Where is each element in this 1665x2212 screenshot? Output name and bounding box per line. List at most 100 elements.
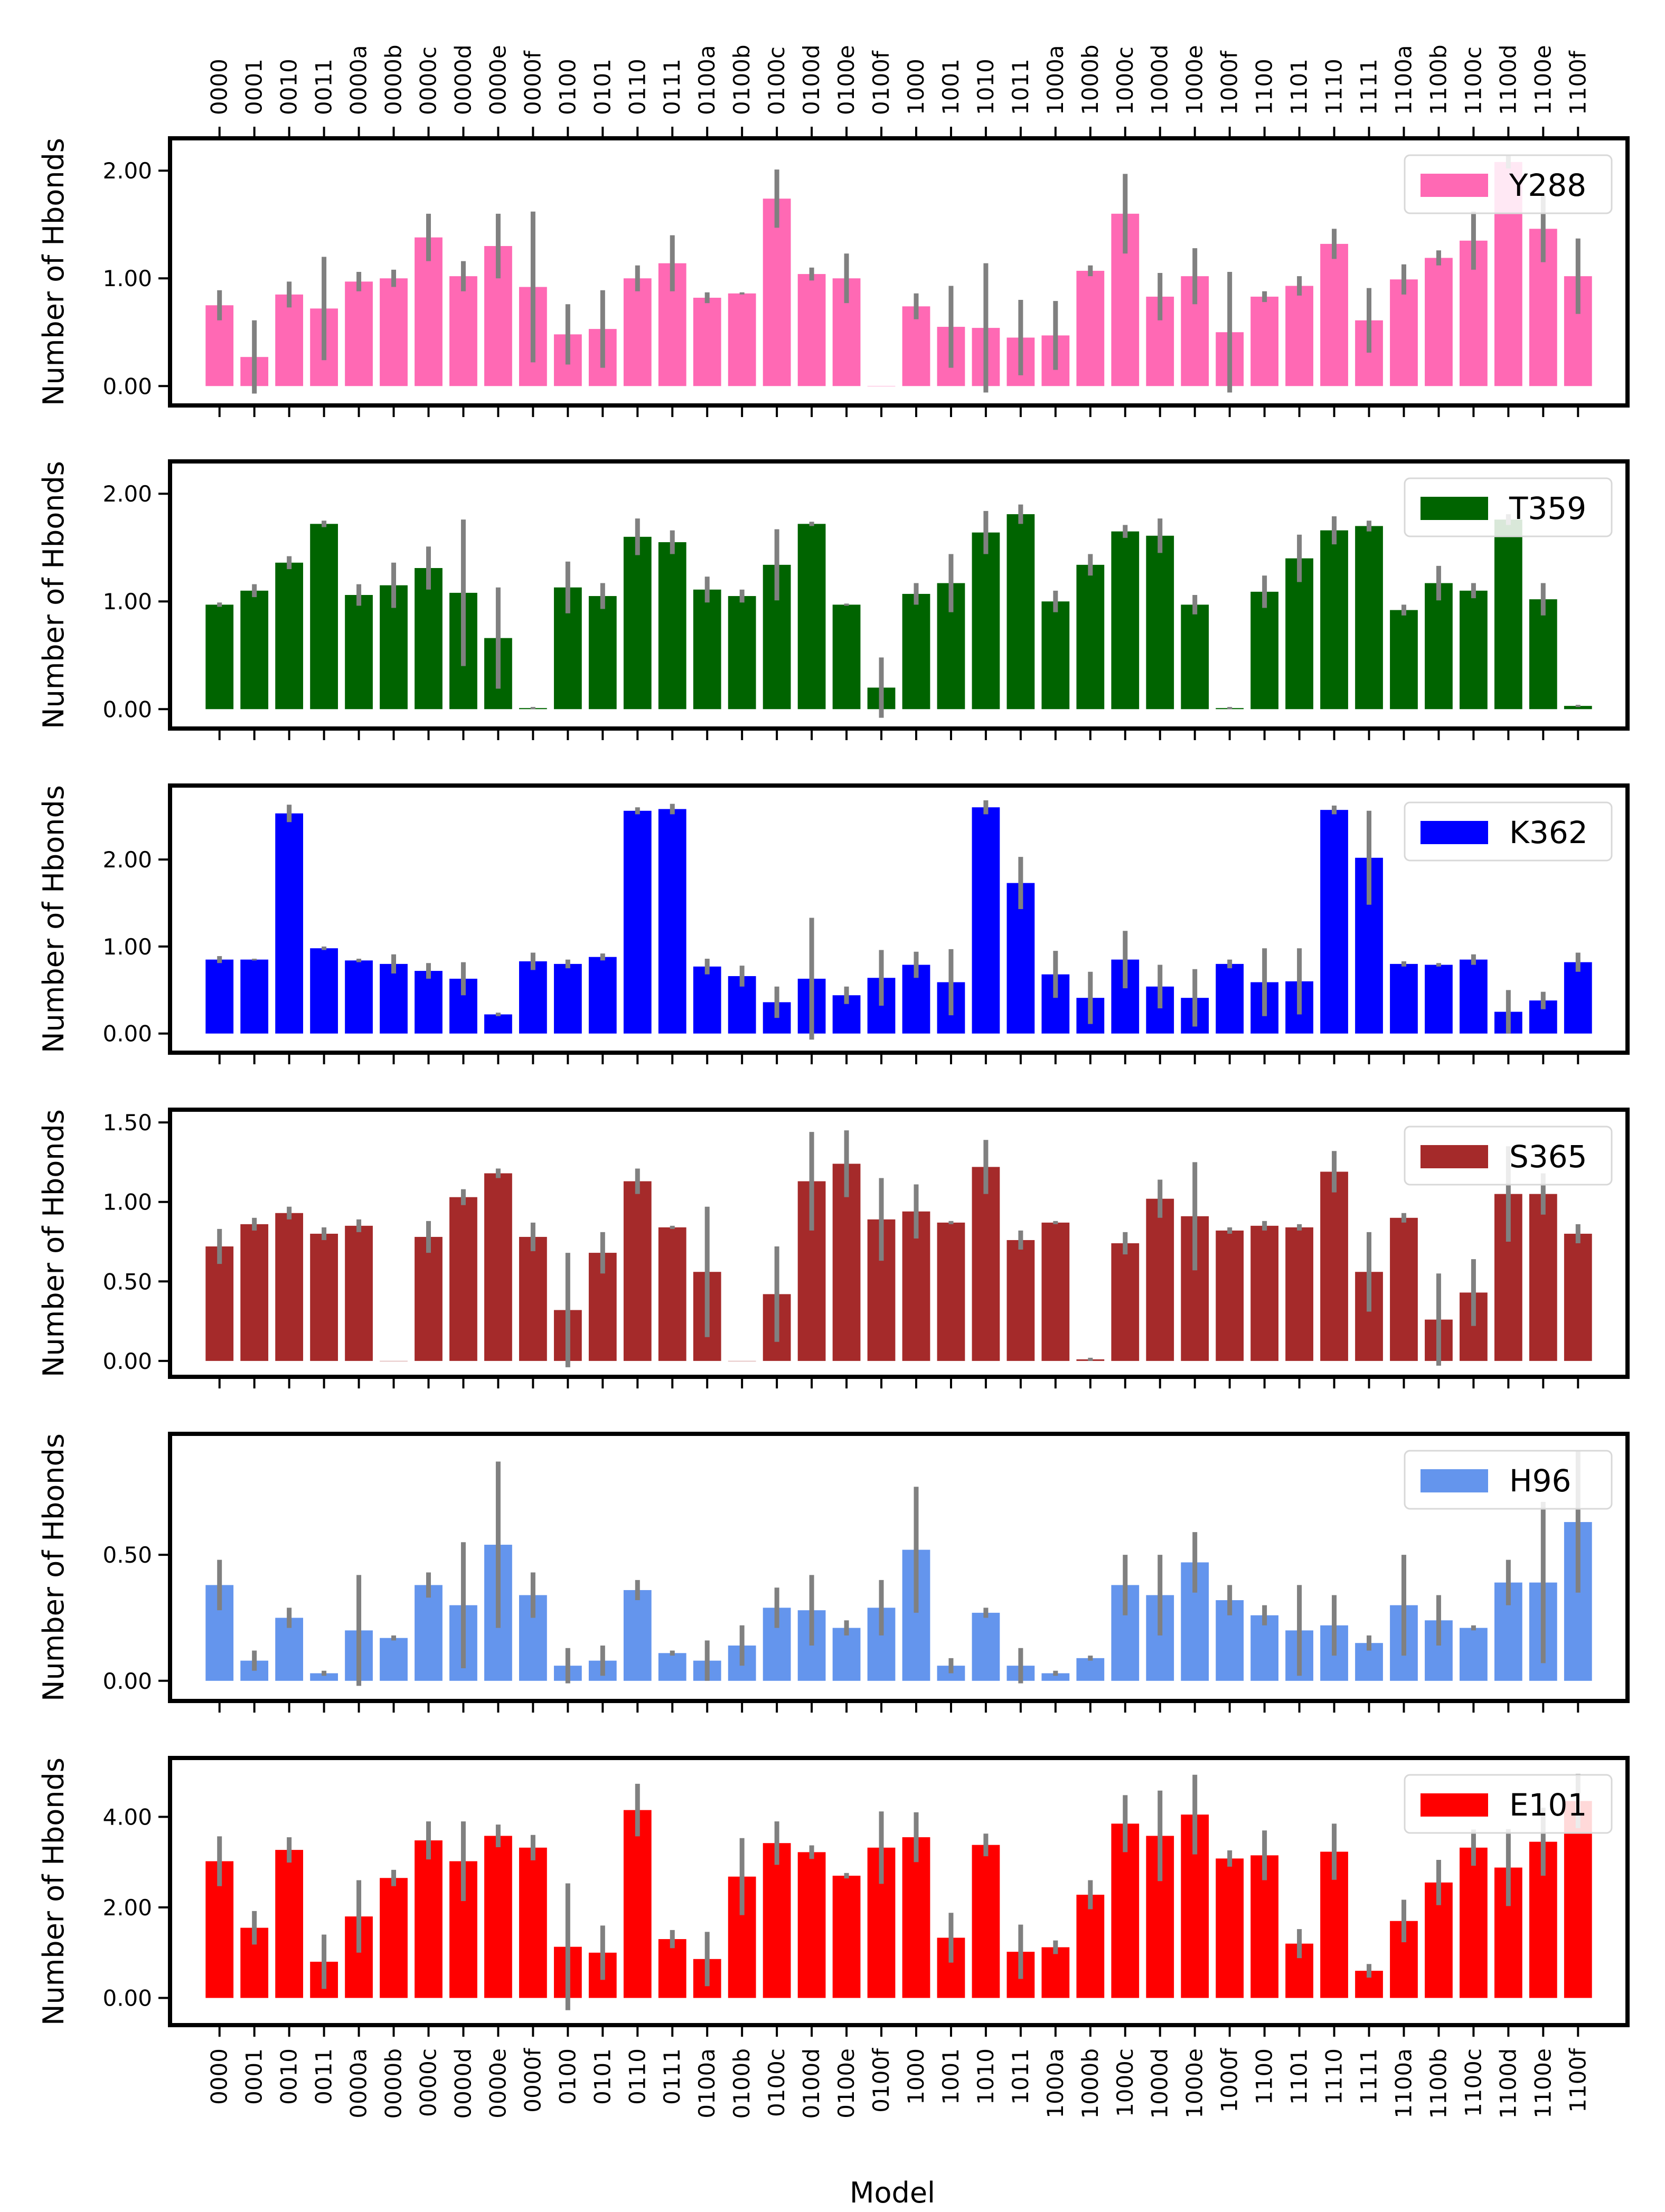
bar-1000c [1111, 1243, 1140, 1361]
category-label-top: 0000a [346, 45, 372, 115]
bar-0100e [832, 1628, 861, 1681]
category-label-bottom: 0100d [798, 2048, 824, 2119]
category-label-top: 1000a [1042, 45, 1068, 115]
legend-box [1404, 801, 1613, 862]
bar-1011 [1006, 1240, 1035, 1361]
legend-box [1404, 1450, 1613, 1510]
bar-1000d [1146, 535, 1174, 710]
bar-0000 [205, 604, 234, 710]
bar-0100b [728, 293, 756, 386]
bar-0000e [484, 1014, 512, 1034]
axes-frame [168, 783, 1630, 1055]
y-axis-label: Number of Hbonds [37, 1757, 70, 2026]
y-tick-label: 2.00 [102, 481, 152, 507]
y-tick-label: 4.00 [102, 1804, 152, 1830]
category-label-top: 0010 [276, 59, 302, 115]
bar-0010 [275, 294, 304, 386]
bar-0000 [205, 1246, 234, 1361]
category-label-top: 1100e [1530, 45, 1556, 115]
bar-1000 [902, 306, 930, 386]
axes-frame [168, 1756, 1630, 2027]
bar-0011 [310, 1233, 338, 1361]
bar-0100b [728, 596, 756, 710]
bar-0000a [345, 960, 373, 1034]
y-axis-label: Number of Hbonds [37, 785, 70, 1053]
category-label-top: 0011 [311, 59, 337, 115]
bar-0111 [658, 542, 686, 710]
bar-0000c [415, 237, 443, 386]
category-label-bottom: 1100e [1530, 2048, 1556, 2119]
category-label-top: 0100b [729, 44, 755, 115]
bar-0110 [623, 278, 652, 386]
category-label-bottom: 1000d [1147, 2048, 1173, 2119]
category-label-bottom: 0100c [764, 2048, 789, 2117]
bar-1000a [1041, 601, 1070, 710]
legend-label: H96 [1509, 1463, 1571, 1499]
category-label-top: 1000d [1147, 44, 1173, 115]
category-label-bottom: 1000 [903, 2048, 929, 2105]
bar-1110 [1320, 243, 1348, 386]
bar-0000c [415, 1840, 443, 1998]
bar-0110 [623, 1590, 652, 1681]
bar-0100a [693, 589, 721, 710]
bar-0100e [832, 604, 861, 710]
category-label-bottom: 1000c [1112, 2048, 1138, 2117]
bar-1000 [902, 1837, 930, 1998]
category-label-top: 0000d [450, 44, 476, 115]
category-label-top: 0000e [485, 45, 511, 115]
bar-0000a [345, 281, 373, 386]
bar-1000f [1216, 963, 1244, 1034]
bar-1010 [972, 1845, 1000, 1998]
chart-panels: 0.00 1.00 2.00 Y288 Number of Hbonds 0.00 1.00… [37, 127, 1630, 2037]
bar-0010 [275, 1618, 304, 1681]
category-label-top: 1001 [938, 59, 964, 115]
bar-1110 [1320, 530, 1348, 710]
legend-swatch [1421, 1145, 1488, 1168]
bar-1100 [1250, 1615, 1279, 1681]
bar-0000e [484, 1836, 512, 1998]
bar-1000 [902, 593, 930, 710]
legend-swatch [1421, 821, 1488, 844]
category-label-top: 0100d [798, 44, 824, 115]
bar-1100f [1564, 706, 1592, 710]
bar-0111 [658, 1939, 686, 1998]
category-label-top: 0000c [415, 46, 441, 115]
y-tick-label: 2.00 [102, 847, 152, 873]
bar-1110 [1320, 1171, 1348, 1361]
category-label-bottom: 1111 [1356, 2048, 1382, 2105]
category-label-top: 1100 [1252, 59, 1277, 115]
bar-0100d [797, 524, 826, 710]
category-label-top: 0100f [868, 50, 894, 115]
bar-0110 [623, 1181, 652, 1361]
category-label-top: 1011 [1008, 59, 1033, 115]
category-label-bottom: 1100c [1460, 2048, 1486, 2117]
bar-1100 [1250, 296, 1279, 386]
category-label-top: 1000f [1217, 50, 1243, 115]
category-label-bottom: 1000a [1042, 2048, 1068, 2119]
y-tick-label: 0.00 [102, 1021, 152, 1047]
category-label-bottom: 1101 [1286, 2048, 1312, 2105]
y-tick-label: 1.00 [102, 1189, 152, 1215]
category-label-bottom: 1010 [973, 2048, 999, 2105]
category-label-top: 0100c [764, 46, 789, 115]
category-label-bottom: 0111 [659, 2048, 685, 2105]
bar-1100 [1250, 591, 1279, 710]
bar-0000d [449, 1197, 477, 1361]
category-label-top: 1100c [1460, 46, 1486, 115]
category-label-top: 1101 [1286, 59, 1312, 115]
category-label-top: 0100e [833, 45, 859, 115]
bar-0110 [623, 810, 652, 1034]
category-label-bottom: 1100f [1565, 2048, 1591, 2113]
bar-1100a [1390, 963, 1418, 1034]
bar-1000b [1076, 564, 1105, 710]
axes-frame [168, 459, 1630, 731]
bar-1100 [1250, 1225, 1279, 1361]
bar-0010 [275, 1850, 304, 1998]
bar-1010 [972, 807, 1000, 1034]
y-tick-label: 1.00 [102, 934, 152, 960]
bar-0000c [415, 1585, 443, 1681]
category-label-top: 0110 [624, 59, 650, 115]
bar-0000b [380, 963, 408, 1034]
bar-1000e [1181, 604, 1209, 710]
